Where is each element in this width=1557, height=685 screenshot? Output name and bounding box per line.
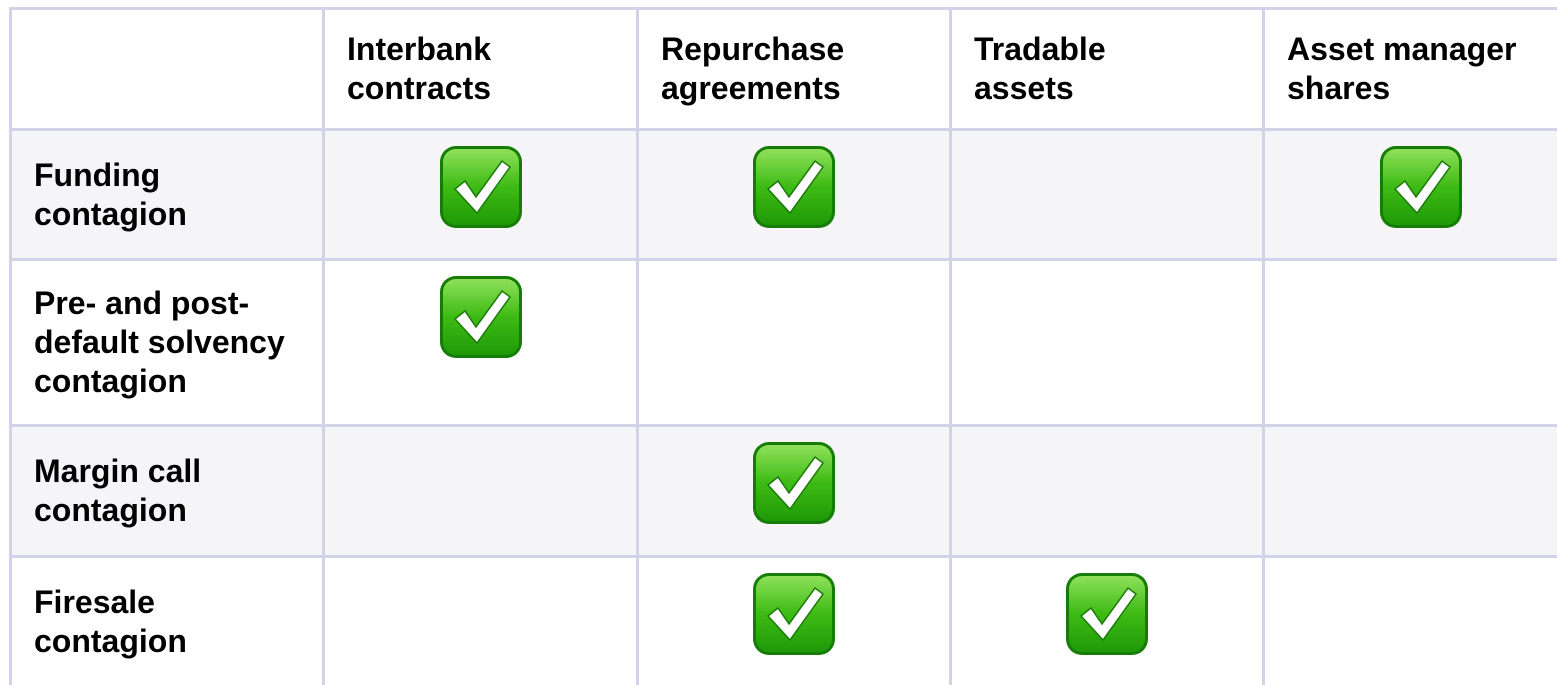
check-bg — [442, 279, 519, 355]
corner-cell — [9, 7, 325, 131]
check-bg — [756, 576, 832, 652]
table-cell — [322, 258, 639, 427]
check-icon — [753, 146, 835, 228]
table-cell — [949, 258, 1265, 427]
table-cell — [1262, 424, 1557, 558]
table-cell — [949, 555, 1265, 685]
table-row: Pre- and post- default solvency contagio… — [9, 258, 1557, 427]
table-row: Margin call contagion — [9, 424, 1557, 558]
check-icon — [753, 573, 835, 655]
table-cell — [322, 128, 639, 261]
check-mark — [1079, 586, 1138, 642]
check-mark — [453, 289, 511, 345]
table-cell — [636, 555, 952, 685]
check-mark — [766, 159, 825, 215]
table-cell — [1262, 128, 1557, 261]
table-cell — [636, 424, 952, 558]
table-row: Firesale contagion — [9, 555, 1557, 685]
column-header: Asset manager shares — [1262, 7, 1557, 131]
check-mark — [766, 455, 825, 511]
check-icon — [1380, 146, 1462, 228]
column-header: Repurchase agreements — [636, 7, 952, 131]
table-cell — [322, 424, 639, 558]
check-icon — [439, 276, 522, 358]
check-mark — [766, 586, 825, 642]
check-mark — [453, 159, 511, 215]
table-cell — [1262, 258, 1557, 427]
check-icon — [439, 146, 522, 228]
header-row: Interbank contracts Repurchase agreements… — [9, 7, 1557, 131]
table-cell — [1262, 555, 1557, 685]
table-cell — [636, 258, 952, 427]
check-bg — [756, 149, 832, 225]
table-cell — [322, 555, 639, 685]
table-cell — [949, 424, 1265, 558]
row-label: Firesale contagion — [9, 555, 325, 685]
check-bg — [1069, 576, 1145, 652]
table-cell — [636, 128, 952, 261]
check-bg — [1383, 149, 1459, 225]
check-mark — [1393, 159, 1452, 215]
check-icon — [1066, 573, 1148, 655]
column-header: Interbank contracts — [322, 7, 639, 131]
table-cell — [949, 128, 1265, 261]
row-label: Margin call contagion — [9, 424, 325, 558]
column-header: Tradable assets — [949, 7, 1265, 131]
table-row: Funding contagion — [9, 128, 1557, 261]
check-icon — [753, 442, 835, 524]
row-label: Funding contagion — [9, 128, 325, 261]
check-bg — [756, 445, 832, 521]
row-label: Pre- and post- default solvency contagio… — [9, 258, 325, 427]
matrix-table: Interbank contracts Repurchase agreements… — [9, 7, 1557, 685]
check-bg — [442, 149, 519, 225]
